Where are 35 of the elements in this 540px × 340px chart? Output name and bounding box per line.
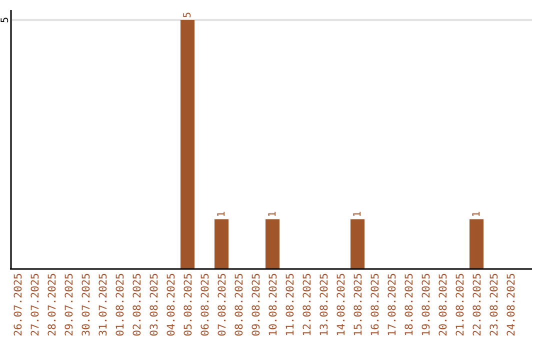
x-tick-label: 23.08.2025 [488,273,500,336]
x-tick-label: 08.08.2025 [234,273,246,336]
x-tick-label: 03.08.2025 [148,273,160,336]
x-tick-label: 11.08.2025 [284,273,296,336]
data-label: 1 [216,211,228,218]
x-tick-label: 02.08.2025 [132,273,144,336]
x-tick-label: 28.07.2025 [46,273,58,336]
x-tick-label: 21.08.2025 [454,273,466,336]
x-tick-label: 05.08.2025 [182,273,194,336]
data-label: 1 [268,211,278,218]
x-tick-label: 17.08.2025 [386,273,398,336]
x-tick-label: 01.08.2025 [114,273,126,336]
x-tick-label: 13.08.2025 [318,273,330,336]
x-tick-label: 18.08.2025 [404,273,416,336]
data-label: 1 [472,211,482,218]
x-tick-label: 19.08.2025 [420,273,432,336]
x-tick-label: 26.07.2025 [12,273,24,336]
x-tick-label: 04.08.2025 [166,273,178,336]
x-tick-label: 07.08.2025 [216,273,228,336]
x-tick-label: 09.08.2025 [250,273,262,336]
x-tick-label: 12.08.2025 [302,273,314,336]
x-tick-label: 29.07.2025 [64,273,76,336]
x-tick-label: 16.08.2025 [370,273,382,336]
x-tick-label: 06.08.2025 [200,273,212,336]
x-tick-label: 24.08.2025 [506,273,518,336]
x-tick-label: 10.08.2025 [268,273,280,336]
x-tick-label: 27.07.2025 [30,273,42,336]
x-tick-label: 20.08.2025 [438,273,450,336]
data-label: 1 [352,211,364,218]
x-tick-label: 15.08.2025 [352,273,364,336]
x-tick-label: 30.07.2025 [80,273,92,336]
x-tick-label: 14.08.2025 [336,273,348,336]
data-label: 5 [182,12,194,18]
x-tick-label: 22.08.2025 [472,273,484,336]
x-tick-label: 31.07.2025 [98,273,110,336]
